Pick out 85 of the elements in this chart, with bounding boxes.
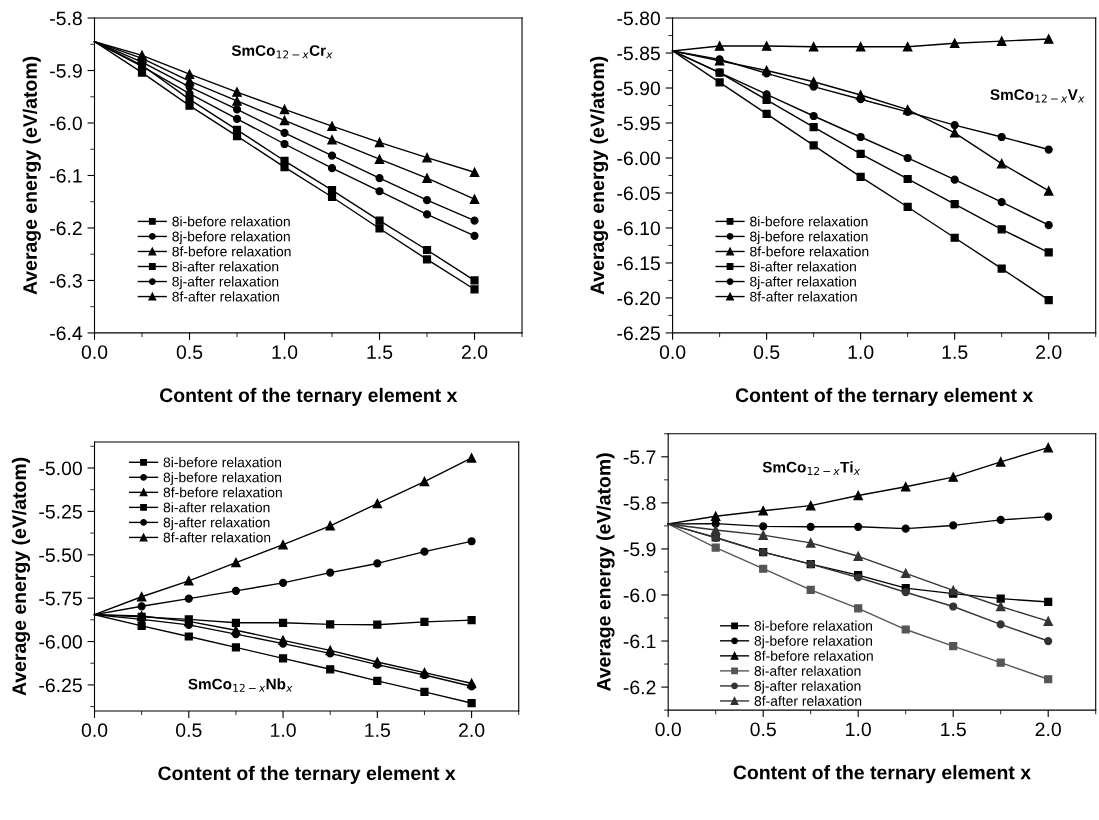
legend-label: 8i-after relaxation: [172, 261, 279, 272]
legend-label: 8j-after relaxation: [172, 276, 279, 290]
x-tick-label: 0.5: [750, 722, 776, 737]
y-tick-label: -6.00: [39, 635, 82, 649]
x-tick-label: 1.5: [365, 723, 391, 738]
legend-label: 8j-before relaxation: [172, 231, 290, 245]
y-tick-label: -6.2: [50, 221, 82, 236]
legend-label: 8j-before relaxation: [750, 231, 868, 245]
legend-label: 8j-after relaxation: [754, 680, 861, 694]
legend-label: 8i-before relaxation: [172, 216, 290, 227]
x-tick-label: 2.0: [459, 723, 485, 738]
y-tick-label: -6.00: [617, 151, 661, 166]
x-axis-title: Content of the ternary element x: [733, 765, 1031, 784]
legend-label: 8j-before relaxation: [163, 472, 282, 486]
legend-label: 8i-after relaxation: [750, 261, 856, 272]
x-axis-title: Content of the ternary element x: [158, 765, 456, 784]
y-tick-label: -5.50: [39, 548, 82, 563]
y-tick-label: -5.00: [39, 461, 82, 476]
y-tick-label: -5.9: [50, 63, 82, 78]
x-axis-title: Content of the ternary element x: [159, 387, 458, 406]
legend-label: 8i-before relaxation: [754, 620, 872, 631]
y-tick-label: -6.2: [623, 680, 656, 695]
y-tick-label: -5.7: [623, 450, 656, 465]
legend-label: 8j-after relaxation: [163, 517, 270, 531]
y-axis-title: Average energy (eV/atom): [11, 457, 31, 696]
annotation: SmCo$_{12−x}$Ti$_{x}$: [762, 461, 861, 475]
y-tick-label: -5.8: [50, 11, 82, 26]
x-tick-label: 1.0: [272, 345, 298, 360]
legend-label: 8j-after relaxation: [750, 276, 856, 290]
x-tick-label: 0.0: [81, 345, 108, 360]
y-axis-title: Average energy (eV/atom): [22, 56, 41, 295]
y-tick-label: -5.75: [39, 591, 82, 606]
legend-label: 8f-before relaxation: [163, 487, 282, 498]
legend-label: 8i-before relaxation: [163, 457, 282, 468]
legend-label: 8f-before relaxation: [750, 246, 869, 257]
legend-label: 8f-after relaxation: [163, 532, 271, 543]
y-tick-label: -5.80: [617, 11, 661, 26]
x-tick-label: 2.0: [1036, 345, 1062, 360]
x-tick-label: 0.5: [176, 345, 203, 360]
y-axis-title: Average energy (eV/atom): [589, 56, 609, 295]
y-tick-label: -5.95: [617, 116, 660, 131]
y-axis-title: Average energy (eV/atom): [596, 453, 615, 692]
legend-label: 8f-before relaxation: [172, 246, 291, 257]
x-axis-title: Content of the ternary element x: [735, 387, 1034, 406]
x-tick-label: 1.5: [367, 345, 393, 360]
legend-label: 8i-after relaxation: [163, 502, 270, 513]
annotation: SmCo$_{12−x}$Nb$_{x}$: [188, 678, 293, 692]
legend-label: 8f-after relaxation: [750, 291, 857, 302]
x-tick-label: 1.5: [942, 345, 968, 360]
legend-label: 8i-before relaxation: [750, 216, 868, 227]
x-tick-label: 0.5: [176, 723, 202, 738]
x-tick-label: 2.0: [461, 345, 488, 360]
y-tick-label: -5.8: [623, 496, 656, 511]
legend-label: 8i-after relaxation: [754, 665, 861, 676]
y-tick-label: -6.25: [39, 678, 82, 693]
y-tick-label: -5.85: [617, 46, 660, 61]
y-tick-label: -6.1: [50, 168, 82, 183]
y-tick-label: -6.15: [617, 256, 660, 271]
annotation: SmCo$_{12−x}$V$_{x}$: [990, 89, 1085, 103]
y-tick-label: -6.05: [617, 186, 660, 201]
x-tick-label: 0.0: [655, 722, 681, 737]
x-tick-label: 0.0: [81, 723, 108, 738]
y-tick-label: -6.1: [623, 634, 656, 649]
y-tick-label: -6.3: [50, 273, 82, 288]
legend-label: 8j-before relaxation: [754, 635, 872, 649]
y-tick-label: -6.25: [617, 326, 660, 341]
legend-label: 8f-before relaxation: [754, 650, 873, 661]
x-tick-label: 1.0: [271, 723, 296, 738]
x-tick-label: 1.5: [941, 722, 966, 737]
y-tick-label: -6.0: [623, 588, 656, 603]
y-tick-label: -6.10: [617, 221, 661, 236]
y-tick-label: -5.9: [623, 542, 656, 557]
y-tick-label: -5.25: [39, 504, 82, 519]
x-tick-label: 2.0: [1035, 722, 1061, 737]
y-tick-label: -6.0: [50, 116, 82, 131]
x-tick-label: 1.0: [846, 722, 871, 737]
annotation: SmCo$_{12−x}$Cr$_{x}$: [231, 45, 333, 59]
legend-label: 8f-after relaxation: [754, 695, 862, 706]
y-tick-label: -6.20: [617, 291, 661, 306]
y-tick-label: -5.90: [617, 81, 661, 96]
y-tick-label: -6.4: [50, 326, 83, 341]
x-tick-label: 0.0: [659, 345, 686, 360]
x-tick-label: 0.5: [753, 345, 780, 360]
x-tick-label: 1.0: [848, 345, 874, 360]
legend-label: 8f-after relaxation: [172, 291, 279, 302]
